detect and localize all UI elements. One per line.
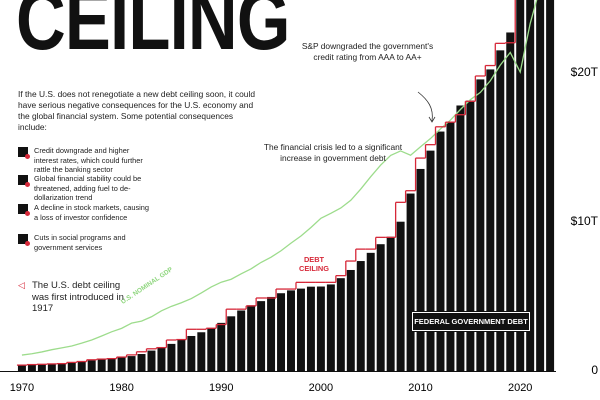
bar — [516, 0, 525, 372]
bar — [127, 356, 136, 371]
consequence-text: A decline in stock markets, causing a lo… — [34, 203, 150, 222]
bar — [406, 193, 415, 371]
bar — [296, 288, 305, 371]
bar — [436, 131, 445, 371]
bar — [227, 316, 236, 371]
bar — [466, 100, 475, 371]
bar — [526, 0, 535, 372]
bar — [197, 332, 206, 371]
bar — [376, 244, 385, 371]
consequence: A decline in stock markets, causing a lo… — [18, 203, 248, 222]
bar — [386, 236, 395, 371]
bar — [476, 79, 485, 372]
icon — [18, 204, 30, 216]
intro-text: If the U.S. does not renegotiate a new d… — [18, 89, 255, 132]
gdp-line — [21, 0, 538, 356]
icon — [18, 175, 30, 187]
bar — [287, 290, 295, 371]
bar — [37, 364, 46, 371]
bar — [157, 347, 166, 371]
ceiling-marker: ◁ — [18, 280, 25, 290]
annotation: The financial crisis led to a significan… — [263, 142, 403, 163]
y-tick-label: $10T — [571, 214, 599, 228]
bar — [446, 121, 455, 371]
bar — [237, 310, 246, 371]
bar — [316, 286, 325, 371]
x-tick-label: 2010 — [408, 382, 432, 394]
consequence: Cuts in social programs and government s… — [18, 233, 248, 252]
y-tick-label: 0 — [591, 363, 598, 377]
bar — [167, 343, 176, 371]
x-tick-label: 1980 — [109, 382, 133, 394]
annotation: S&P downgraded the government's credit r… — [301, 41, 434, 62]
bar — [207, 328, 216, 371]
bar — [326, 284, 335, 371]
consequence: Credit downgrade and higher interest rat… — [18, 146, 248, 175]
x-tick-label: 1970 — [10, 382, 34, 394]
icon — [18, 147, 30, 159]
bar — [306, 286, 315, 371]
bar — [17, 365, 26, 371]
bar — [486, 69, 495, 371]
consequence-text: Cuts in social programs and government s… — [34, 233, 126, 252]
ceiling-note: ◁ The U.S. debt ceiling was first introdu… — [18, 280, 128, 315]
arrow-head — [428, 116, 436, 123]
bar — [67, 362, 76, 371]
bar — [247, 305, 256, 371]
bar — [426, 150, 435, 371]
bar — [77, 361, 86, 371]
annotation-arrow — [417, 91, 433, 122]
bar — [137, 354, 146, 371]
bar — [366, 252, 375, 371]
bar — [57, 363, 66, 371]
x-tick-label: 2020 — [508, 382, 532, 394]
bar — [536, 0, 545, 371]
bar — [107, 358, 116, 371]
bar — [147, 350, 156, 371]
y-tick-label: $20T — [571, 65, 599, 79]
x-tick-label: 2000 — [309, 382, 333, 394]
x-tick-label: 1990 — [209, 382, 233, 394]
consequence-text: Global financial stability could be thre… — [34, 174, 142, 202]
title: CEILING — [16, 0, 290, 67]
bar — [496, 50, 505, 372]
bar — [416, 168, 425, 371]
bar — [87, 360, 96, 371]
bar — [546, 0, 555, 371]
plot-area — [16, 0, 555, 372]
bar — [277, 293, 286, 371]
series-label: FEDERAL GOVERNMENT DEBT — [411, 311, 531, 332]
bar — [267, 296, 276, 371]
series-label: DEBT CEILING — [299, 255, 329, 273]
bar — [177, 339, 186, 371]
bar — [346, 269, 355, 371]
bar — [217, 322, 226, 371]
consequence: Global financial stability could be thre… — [18, 174, 248, 203]
consequence-text: Credit downgrade and higher interest rat… — [34, 146, 143, 174]
bar — [187, 335, 196, 371]
bar — [506, 32, 515, 372]
bar — [336, 278, 345, 371]
bar — [456, 105, 465, 372]
note-text: The U.S. debt ceiling was first introduc… — [32, 280, 124, 314]
bar — [356, 261, 365, 371]
bar — [27, 364, 36, 371]
bar — [117, 357, 126, 371]
bar — [47, 363, 56, 371]
bar — [396, 221, 405, 371]
bar — [97, 359, 106, 371]
icon — [18, 234, 30, 246]
bar — [257, 301, 266, 371]
